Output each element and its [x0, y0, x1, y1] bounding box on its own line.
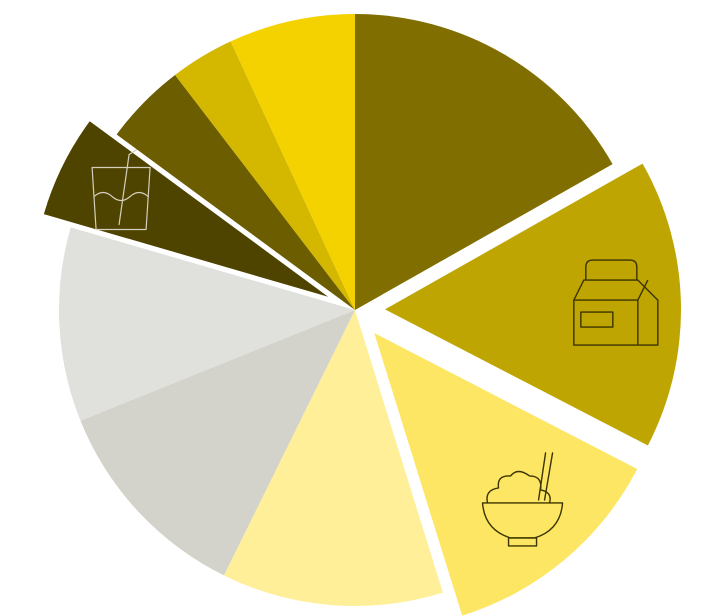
pie-slice-2 [384, 163, 681, 446]
pie-slice-3 [374, 332, 638, 616]
pie-slice-9 [175, 41, 355, 310]
pie-slice-10 [230, 13, 355, 310]
pie-slice-1 [355, 14, 613, 310]
pie-slice-4 [223, 310, 443, 606]
pie-slice-7 [43, 121, 329, 297]
pie-slice-5 [80, 310, 356, 576]
rice-bowl-icon [481, 452, 564, 547]
milk-carton-icon [573, 259, 659, 346]
pie-slice-6 [58, 227, 355, 421]
drink-cup-icon [91, 148, 151, 231]
pie-slice-8 [116, 74, 355, 310]
